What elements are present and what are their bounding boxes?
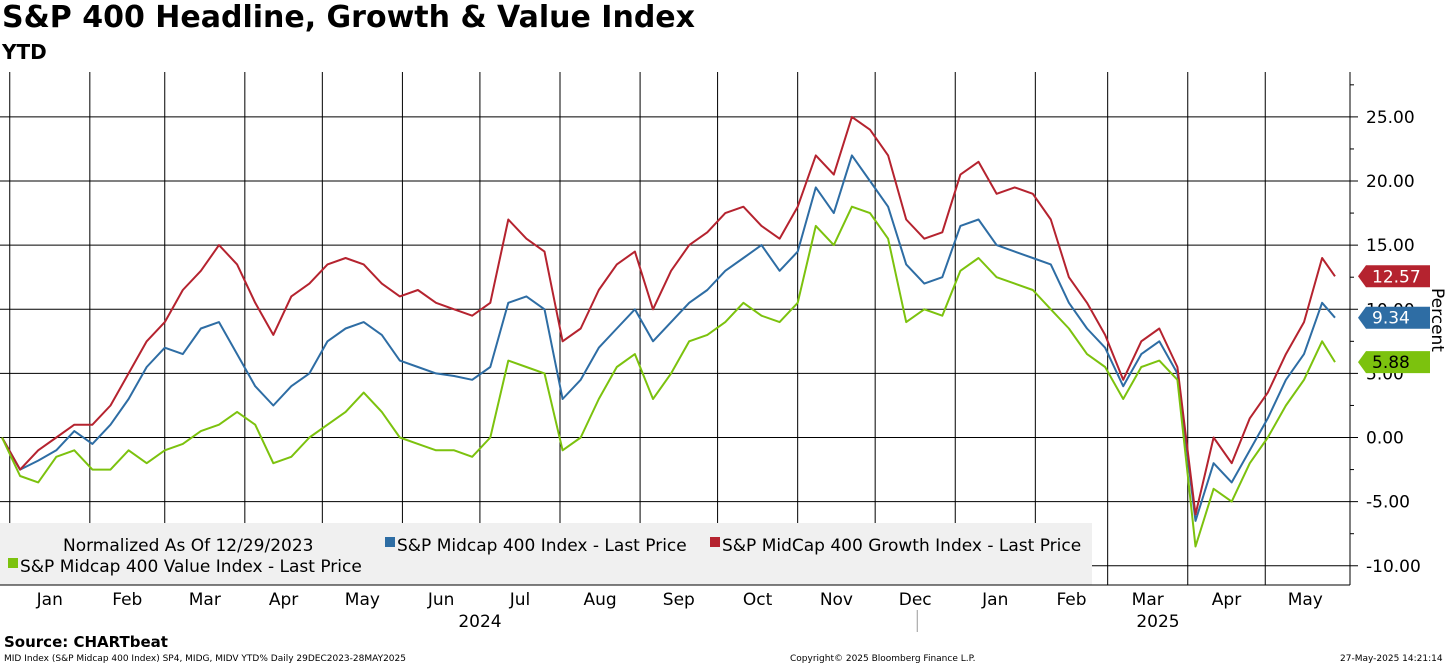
y-tick-label: -10.00 <box>1366 557 1421 577</box>
x-tick-label: Dec <box>899 590 932 610</box>
x-tick-label: Aug <box>583 590 616 610</box>
last-value-badge <box>1358 265 1430 288</box>
x-tick-label: Sep <box>663 590 695 610</box>
footer-center: Copyright© 2025 Bloomberg Finance L.P. <box>790 654 976 664</box>
legend-background <box>0 523 1092 585</box>
y-tick-label: 20.00 <box>1366 172 1415 192</box>
x-tick-label: Apr <box>269 590 298 610</box>
series-lines <box>1 115 1336 548</box>
x-tick-label: Jul <box>509 590 531 610</box>
x-tick-label: May <box>1288 590 1323 610</box>
legend-swatch <box>710 537 720 547</box>
legend-note: Normalized As Of 12/29/2023 <box>63 536 313 556</box>
footer-left: MID Index (S&P Midcap 400 Index) SP4, MI… <box>4 654 406 664</box>
last-value-badge <box>1358 351 1430 374</box>
right-axis: 25.0020.0015.0010.005.000.00-5.00-10.00P… <box>0 72 1447 586</box>
y-axis-title: Percent <box>1427 288 1447 352</box>
legend-box <box>0 523 1092 585</box>
legend-swatch <box>385 537 395 547</box>
x-tick-label: Mar <box>1132 590 1164 610</box>
x-axis: Jan Feb Mar Apr May Jun Jul Aug Sep Oct Nov Dec Jan F… <box>36 590 1323 632</box>
x-tick-label: Jan <box>981 590 1008 610</box>
legend-entry: S&P Midcap 400 Value Index - Last Price <box>20 557 362 577</box>
x-tick-label: Oct <box>743 590 773 610</box>
y-tick-label: -5.00 <box>1366 493 1410 513</box>
series-line <box>1 205 1336 548</box>
series-line <box>1 115 1336 516</box>
legend-entry: S&P Midcap 400 Index - Last Price <box>397 536 687 556</box>
last-value-labels: 9.34 12.57 5.88 <box>1358 265 1430 374</box>
y-tick-label: 25.00 <box>1366 108 1415 128</box>
x-tick-label: Jan <box>36 590 63 610</box>
footer-right: 27-May-2025 14:21:14 <box>1340 654 1443 664</box>
legend-entry: S&P MidCap 400 Growth Index - Last Price <box>722 536 1081 556</box>
last-value-label: 5.88 <box>1372 353 1410 373</box>
y-tick-label: 15.00 <box>1366 236 1415 256</box>
x-tick-label: Nov <box>820 590 853 610</box>
last-value-label: 9.34 <box>1372 309 1410 329</box>
chart-title: S&P 400 Headline, Growth & Value Index <box>2 0 695 35</box>
x-tick-label: Feb <box>112 590 142 610</box>
x-tick-label: Mar <box>189 590 221 610</box>
x-tick-label: Feb <box>1056 590 1086 610</box>
y-tick-label: 0.00 <box>1366 429 1404 449</box>
x-tick-label: May <box>345 590 380 610</box>
legend: Normalized As Of 12/29/2023 S&P Midcap 40… <box>8 536 1081 577</box>
series-line <box>1 154 1336 522</box>
x-tick-label: Apr <box>1212 590 1241 610</box>
chart-subtitle: YTD <box>2 40 47 64</box>
last-value-badge <box>1358 306 1430 329</box>
x-tick-label: Jun <box>427 590 455 610</box>
legend-swatch <box>8 558 18 568</box>
source-note: Source: CHARTbeat <box>4 633 168 651</box>
year-label: 2024 <box>458 612 501 632</box>
year-label: 2025 <box>1136 612 1179 632</box>
last-value-label: 12.57 <box>1372 267 1421 287</box>
